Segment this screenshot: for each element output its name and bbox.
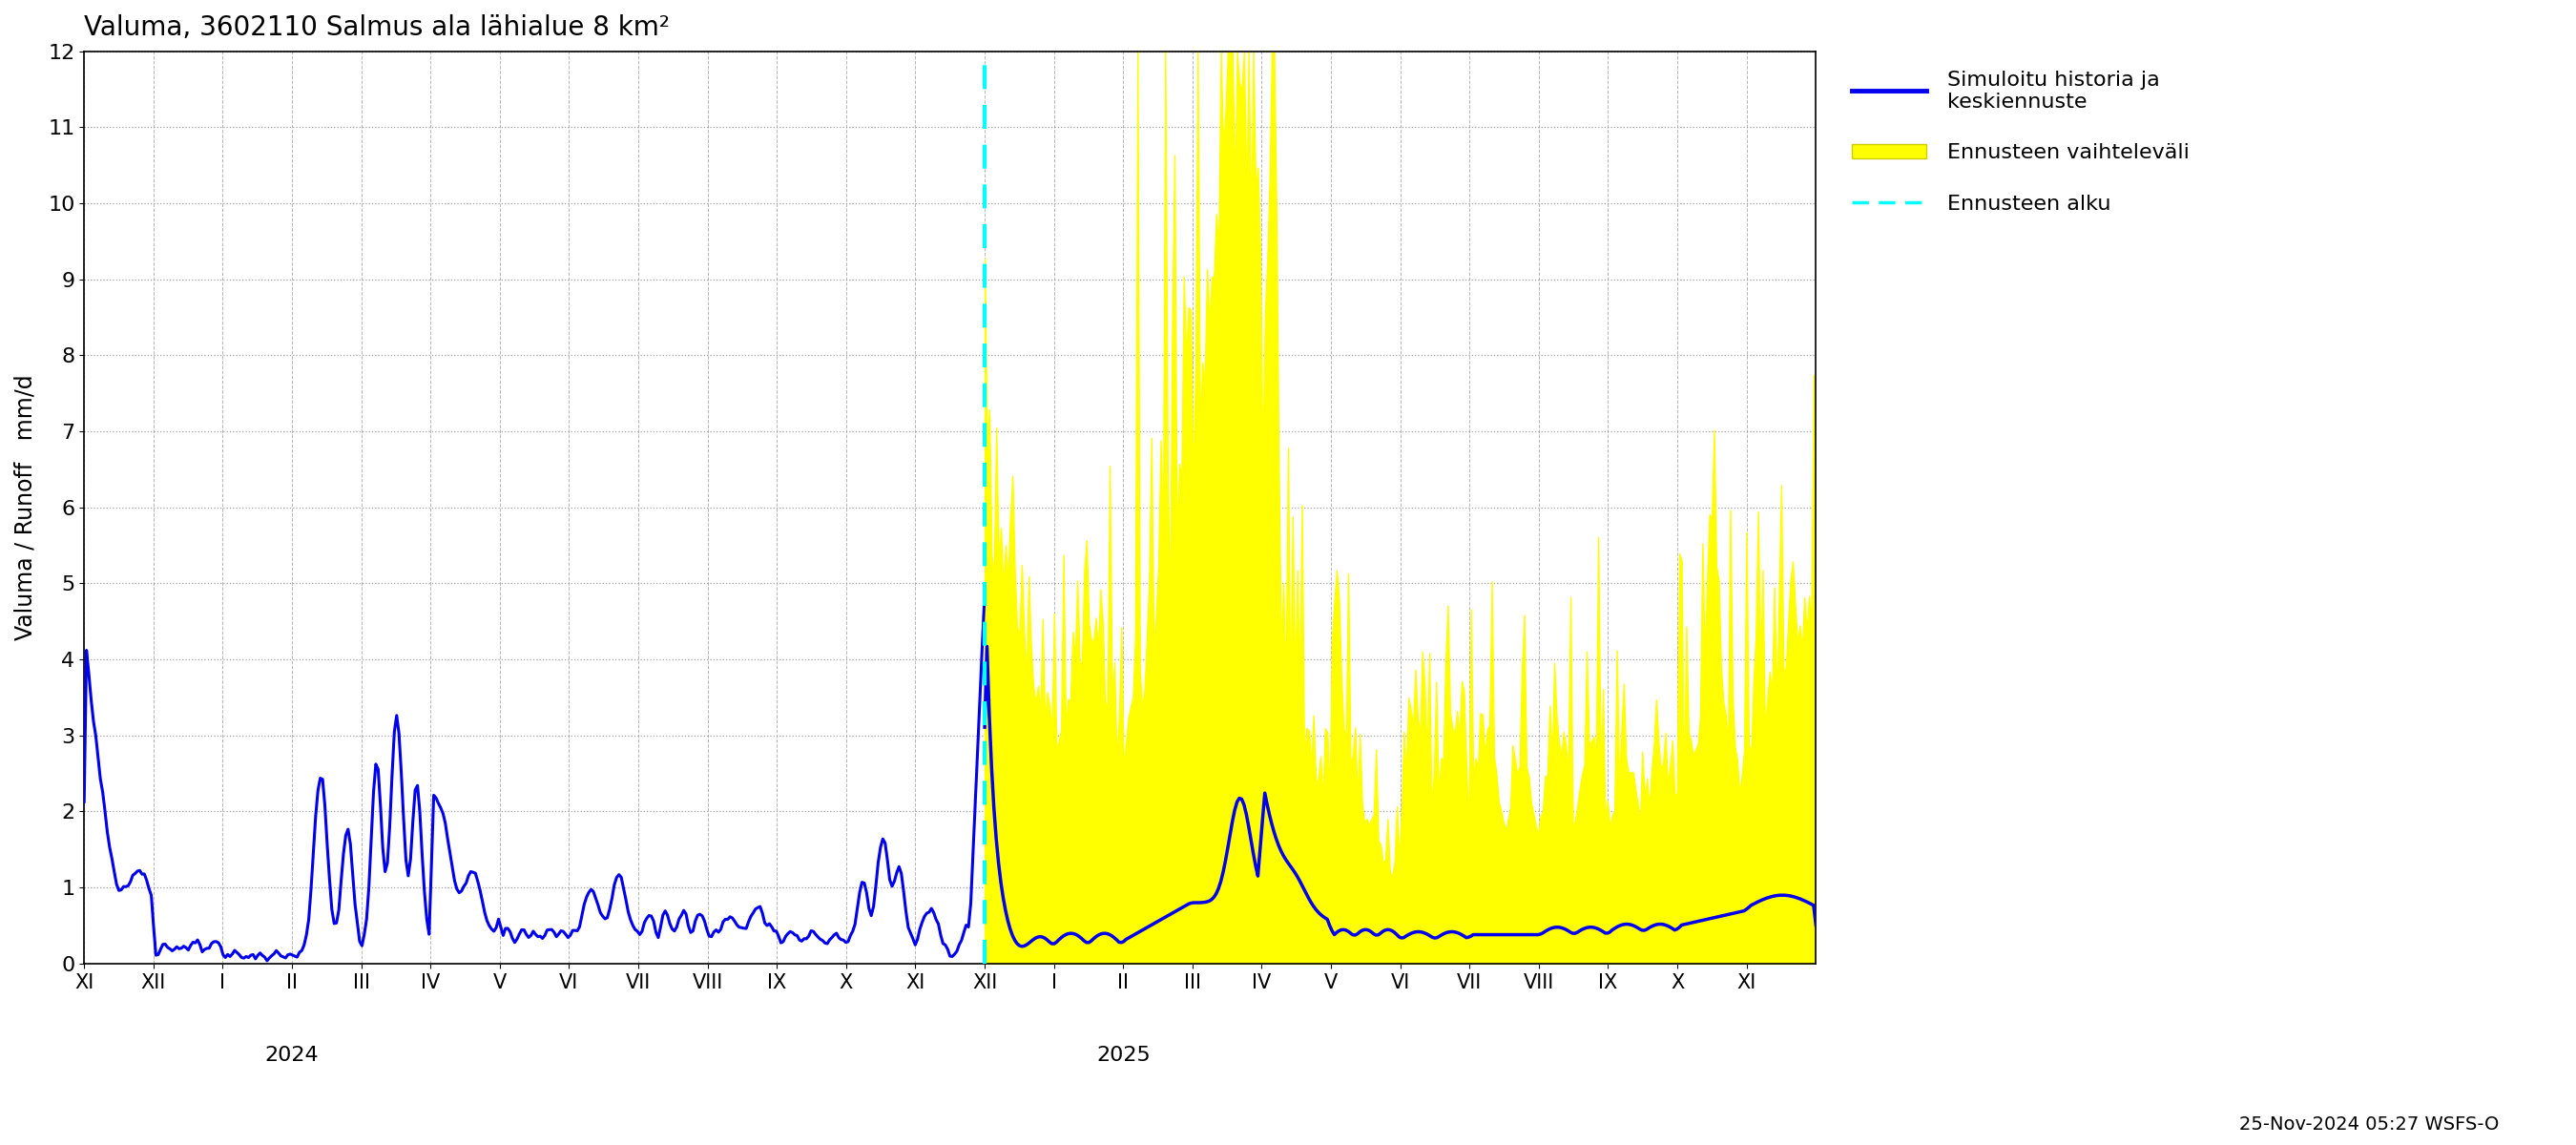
Text: 2024: 2024 <box>265 1045 319 1065</box>
Text: 25-Nov-2024 05:27 WSFS-O: 25-Nov-2024 05:27 WSFS-O <box>2239 1115 2499 1134</box>
Y-axis label: Valuma / Runoff   mm/d: Valuma / Runoff mm/d <box>15 374 36 640</box>
Legend: Simuloitu historia ja
keskiennuste, Ennusteen vaihteleväli, Ennusteen alku: Simuloitu historia ja keskiennuste, Ennu… <box>1844 62 2197 222</box>
Text: 2025: 2025 <box>1097 1045 1151 1065</box>
Text: Valuma, 3602110 Salmus ala lähialue 8 km²: Valuma, 3602110 Salmus ala lähialue 8 km… <box>85 14 670 41</box>
